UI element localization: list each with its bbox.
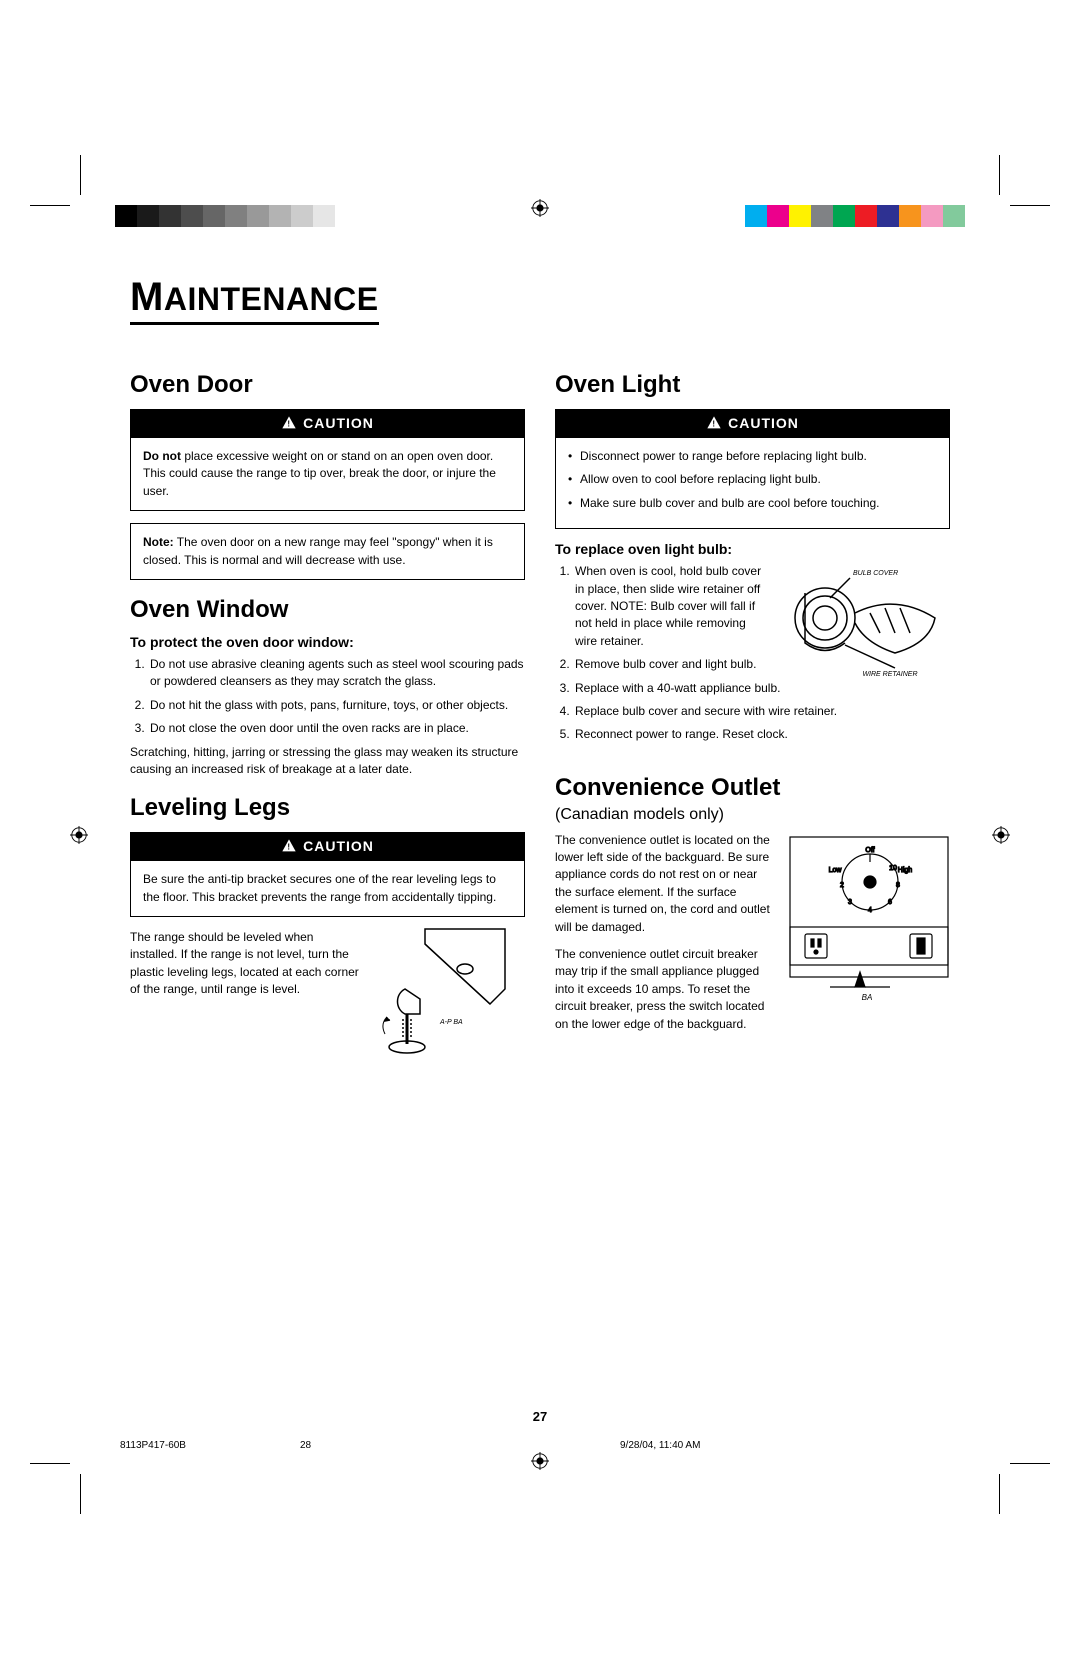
caution-box-oven-door: Do not place excessive weight on or stan… [130,437,525,511]
registration-mark-bottom [531,1452,549,1470]
grayscale-calibration-bar [115,205,335,227]
svg-text:10: 10 [889,865,897,872]
oven-window-sub: To protect the oven door window: [130,634,525,650]
registration-mark-top [531,199,549,217]
registration-mark-right [992,826,1010,844]
oven-window-list: Do not use abrasive cleaning agents such… [130,656,525,738]
caution-bar-leveling: ! CAUTION [130,832,525,860]
list-item: Disconnect power to range before replaci… [568,448,937,465]
page-content: MAINTENANCE Oven Door ! CAUTION Do not p… [130,275,950,1394]
svg-text:WIRE RETAINER: WIRE RETAINER [862,671,917,678]
warning-icon: ! [706,415,722,431]
light-sub: To replace oven light bulb: [555,541,950,557]
list-item: Remove bulb cover and light bulb. [573,656,769,673]
caution-label: CAUTION [303,838,374,854]
svg-text:A-P BA: A-P BA [439,1019,463,1026]
svg-text:!: ! [287,419,290,428]
footer-timestamp: 9/28/04, 11:40 AM [620,1440,700,1451]
caution-label: CAUTION [303,415,374,431]
caution-box-leveling: Be sure the anti-tip bracket secures one… [130,860,525,917]
caution-bar-oven-door: ! CAUTION [130,409,525,437]
svg-text:Off: Off [865,847,874,854]
list-item: Replace with a 40-watt appliance bulb. [573,680,950,697]
list-item: Make sure bulb cover and bulb are cool b… [568,495,937,512]
caution-label: CAUTION [728,415,799,431]
list-item: Do not hit the glass with pots, pans, fu… [148,697,525,714]
footer-sheet: 28 [300,1440,311,1451]
warning-icon: ! [281,838,297,854]
oven-light-heading: Oven Light [555,371,950,399]
note-box-oven-door: Note: The oven door on a new range may f… [130,523,525,580]
list-item: Allow oven to cool before replacing ligh… [568,471,937,488]
leveling-para: The range should be leveled when install… [130,929,359,999]
svg-text:3: 3 [848,899,852,906]
color-calibration-bar [745,205,965,227]
svg-text:High: High [898,867,913,874]
page-title: MAINTENANCE [130,275,379,325]
outlet-para2: The convenience outlet circuit breaker m… [555,946,772,1033]
svg-text:!: ! [712,419,715,428]
svg-text:2: 2 [840,882,844,889]
outlet-para1: The convenience outlet is located on the… [555,832,772,936]
caution-bar-light: ! CAUTION [555,409,950,437]
list-item: Do not close the oven door until the ove… [148,720,525,737]
bulb-cover-figure: BULB COVER WIRE RETAINER [775,563,950,678]
list-item: When oven is cool, hold bulb cover in pl… [573,563,769,650]
svg-text:4: 4 [868,907,872,914]
svg-text:!: ! [287,843,290,852]
caution-box-light: Disconnect power to range before replaci… [555,437,950,529]
leveling-heading: Leveling Legs [130,794,525,822]
footer-doc-id: 8113P417-60B [120,1440,186,1451]
outlet-subtitle: (Canadian models only) [555,806,950,824]
list-item: Replace bulb cover and secure with wire … [573,703,950,720]
oven-window-para: Scratching, hitting, jarring or stressin… [130,744,525,779]
svg-text:BULB COVER: BULB COVER [853,570,898,577]
registration-mark-left [70,826,88,844]
svg-text:6: 6 [888,899,892,906]
outlet-heading: Convenience Outlet [555,774,950,802]
outlet-figure: Off Low High 2 3 4 6 8 10 [785,832,950,1002]
svg-text:8: 8 [896,882,900,889]
leveling-bracket-figure: A-P BA [365,919,525,1059]
oven-window-heading: Oven Window [130,596,525,624]
footer-metadata: 8113P417-60B 28 9/28/04, 11:40 AM [120,1440,960,1451]
svg-text:Low: Low [829,867,843,874]
list-item: Reconnect power to range. Reset clock. [573,726,950,743]
page-number: 27 [533,1409,547,1424]
list-item: Do not use abrasive cleaning agents such… [148,656,525,691]
oven-door-heading: Oven Door [130,371,525,399]
warning-icon: ! [281,415,297,431]
svg-text:BA: BA [862,993,873,1002]
